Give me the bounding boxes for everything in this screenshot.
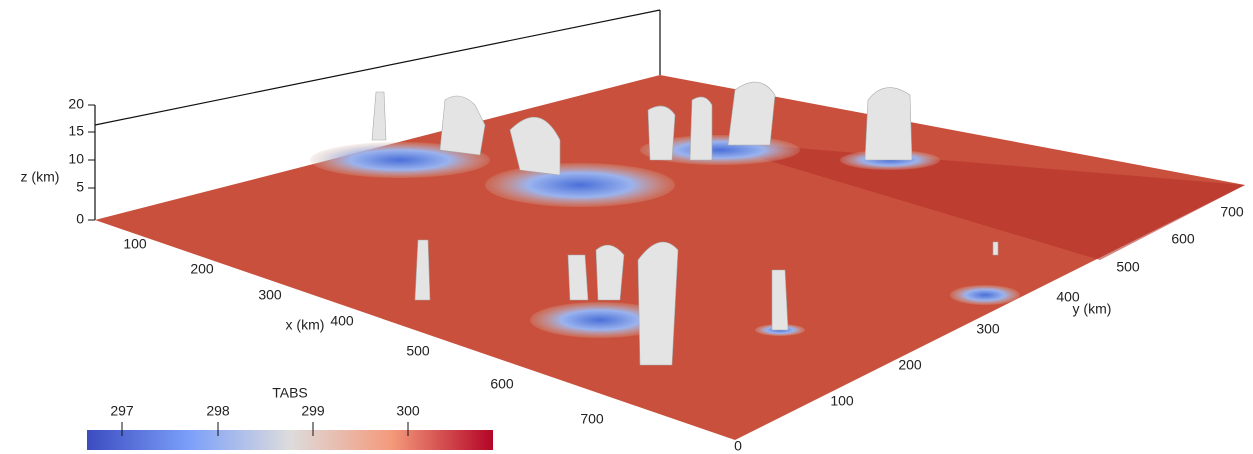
z-tick-label: 20 bbox=[68, 96, 84, 112]
colorbar-title: TABS bbox=[272, 385, 308, 401]
x-tick-label: 500 bbox=[406, 343, 430, 359]
z-tick-label: 0 bbox=[76, 211, 84, 227]
x-tick-label: 400 bbox=[330, 313, 354, 329]
colorbar-tick-label: 300 bbox=[396, 403, 420, 419]
y-tick-label: 0 bbox=[734, 438, 742, 454]
y-tick-label: 300 bbox=[976, 321, 1000, 337]
x-tick-label: 100 bbox=[123, 236, 147, 252]
x-tick-label: 700 bbox=[580, 411, 604, 427]
colorbar bbox=[87, 430, 493, 450]
x-axis-label: x (km) bbox=[286, 317, 325, 333]
z-tick-label: 15 bbox=[68, 123, 84, 139]
y-tick-label: 600 bbox=[1171, 231, 1195, 247]
colorbar-tick-label: 298 bbox=[206, 403, 230, 419]
x-tick-label: 600 bbox=[490, 376, 514, 392]
y-tick-label: 200 bbox=[898, 357, 922, 373]
y-tick-label: 500 bbox=[1116, 259, 1140, 275]
colorbar-tick-label: 297 bbox=[110, 403, 134, 419]
x-tick-label: 300 bbox=[258, 287, 282, 303]
z-tick-label: 10 bbox=[68, 151, 84, 167]
y-tick-label: 400 bbox=[1056, 289, 1080, 305]
y-tick-label: 700 bbox=[1220, 204, 1244, 220]
z-tick-label: 5 bbox=[76, 179, 84, 195]
cold-pool bbox=[950, 285, 1020, 305]
y-tick-label: 100 bbox=[830, 393, 854, 409]
x-tick-label: 200 bbox=[190, 261, 214, 277]
colorbar-tick-label: 299 bbox=[301, 403, 325, 419]
visualization: z (km) x (km) y (km) TABS 05101520100200… bbox=[0, 0, 1253, 454]
z-axis-label: z (km) bbox=[21, 169, 60, 185]
cold-pool bbox=[485, 163, 675, 207]
